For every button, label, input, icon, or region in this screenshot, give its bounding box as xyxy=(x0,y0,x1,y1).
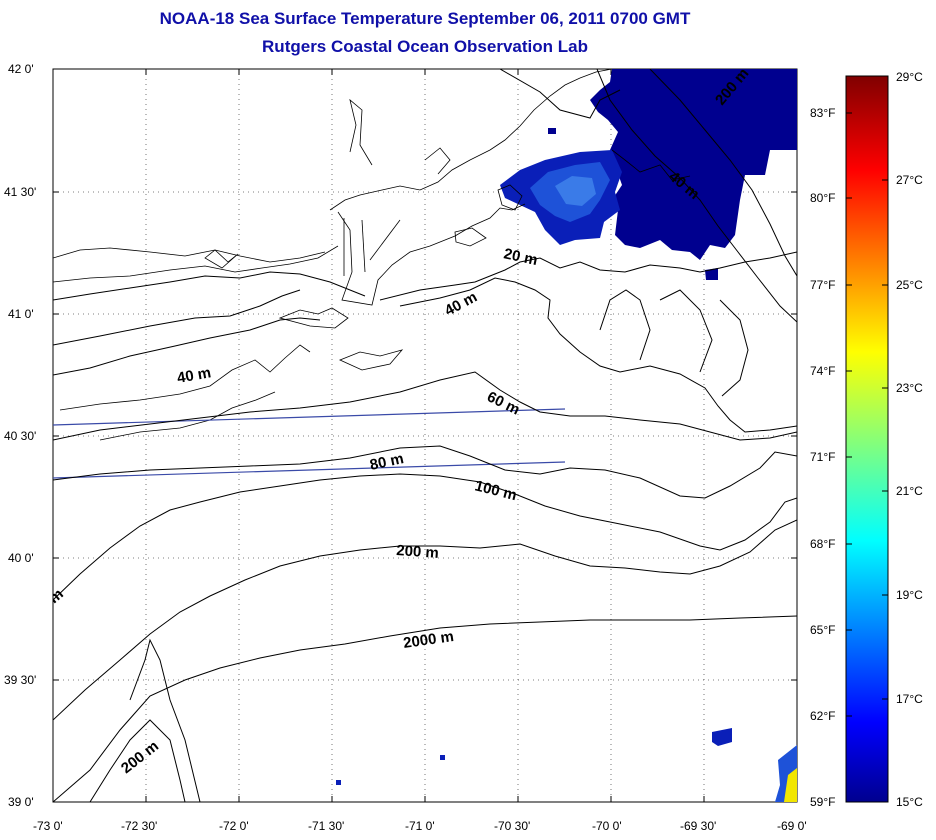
colorbar-fahrenheit-label: 71°F xyxy=(810,450,836,464)
colorbar-fahrenheit-label: 80°F xyxy=(810,191,836,205)
colorbar-celsius-label: 29°C xyxy=(896,70,923,84)
colorbar-celsius-label: 25°C xyxy=(896,278,923,292)
lat-tick-label: 41 30' xyxy=(4,185,37,199)
colorbar-fahrenheit-label: 59°F xyxy=(810,795,836,809)
colorbar-celsius-label: 17°C xyxy=(896,692,923,706)
colorbar-ticks xyxy=(846,112,888,717)
sst-patch-se xyxy=(712,728,732,746)
map-title: NOAA-18 Sea Surface Temperature Septembe… xyxy=(159,9,691,28)
colorbar-fahrenheit-label: 77°F xyxy=(810,278,836,292)
lon-tick-label: -72 0' xyxy=(219,819,249,833)
sst-patch-northeast xyxy=(590,69,797,260)
contour-label-80m: 80 m xyxy=(368,450,405,474)
contour-label-2000m: 2000 m xyxy=(402,628,455,652)
coastline xyxy=(53,69,691,441)
lon-tick-label: -73 0' xyxy=(33,819,63,833)
colorbar-fahrenheit-label: 68°F xyxy=(810,537,836,551)
colorbar-gradient xyxy=(845,75,889,803)
sst-speck-c xyxy=(548,128,556,134)
contour-label-20m: 20 m xyxy=(502,245,539,269)
sst-data-patches xyxy=(336,69,797,802)
frame-ticks xyxy=(53,69,797,802)
sst-patch-corner-warm xyxy=(784,768,797,802)
sst-speck-a xyxy=(336,780,341,785)
sst-patch-small xyxy=(660,170,700,208)
map-subtitle: Rutgers Coastal Ocean Observation Lab xyxy=(262,37,588,56)
lat-tick-label: 41 0' xyxy=(8,307,34,321)
colorbar-fahrenheit-label: 74°F xyxy=(810,364,836,378)
sst-speck-b xyxy=(440,755,445,760)
shipping-lanes xyxy=(53,408,566,479)
colorbar-fahrenheit-label: 83°F xyxy=(810,106,836,120)
lon-tick-label: -69 0' xyxy=(777,819,807,833)
contour-label-200m-a: 200 m xyxy=(396,542,440,562)
sst-patch-speck-e xyxy=(705,268,718,280)
lat-tick-label: 39 0' xyxy=(8,795,34,809)
lat-tick-label: 40 0' xyxy=(8,551,34,565)
colorbar-celsius-label: 23°C xyxy=(896,381,923,395)
lat-tick-label: 39 30' xyxy=(4,673,37,687)
lat-tick-label: 42 0' xyxy=(8,62,34,76)
lon-tick-label: -71 30' xyxy=(308,819,345,833)
lon-tick-label: -71 0' xyxy=(405,819,435,833)
lon-tick-label: -70 0' xyxy=(592,819,622,833)
lon-tick-label: -69 30' xyxy=(680,819,717,833)
colorbar-celsius-label: 15°C xyxy=(896,795,923,809)
colorbar-celsius-label: 27°C xyxy=(896,173,923,187)
colorbar-fahrenheit-label: 62°F xyxy=(810,709,836,723)
contour-label-40m-b: 40 m xyxy=(176,364,213,387)
colorbar-celsius-label: 19°C xyxy=(896,588,923,602)
sst-patch-gulf-lighter xyxy=(555,176,596,206)
bathymetry-contours xyxy=(53,69,797,802)
colorbar-fahrenheit-label: 65°F xyxy=(810,623,836,637)
lon-tick-label: -70 30' xyxy=(494,819,531,833)
colorbar-celsius-label: 21°C xyxy=(896,484,923,498)
lat-tick-label: 40 30' xyxy=(4,429,37,443)
lon-tick-label: -72 30' xyxy=(121,819,158,833)
